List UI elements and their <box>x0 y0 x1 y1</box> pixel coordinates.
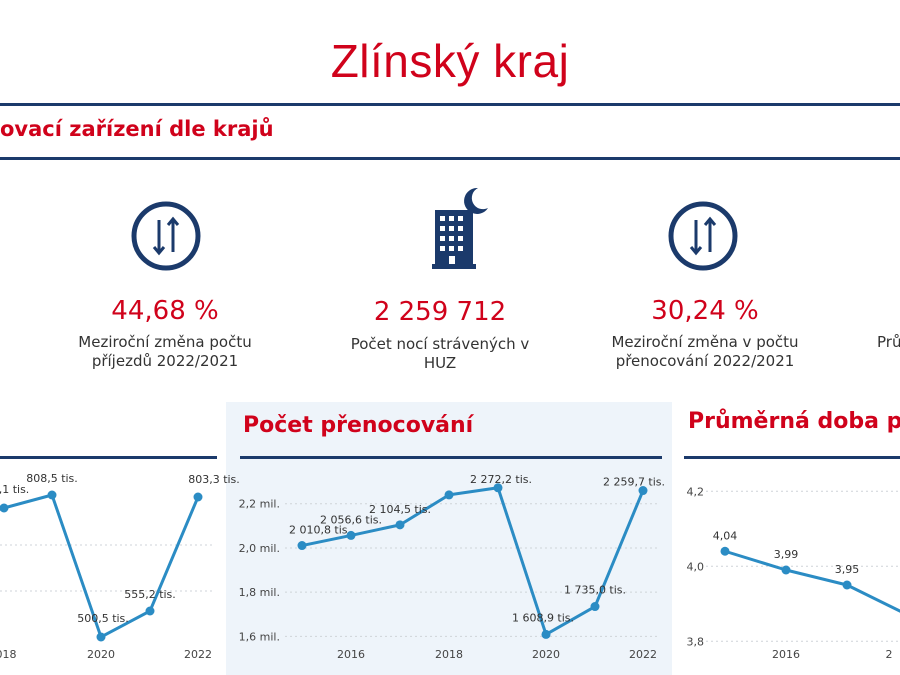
kpi-nights-label: Počet nocí strávených v HUZ <box>350 335 530 372</box>
data-label: 2 272,2 tis. <box>470 473 532 486</box>
kpi-partial-label: Prů <box>877 333 900 351</box>
kpi-arrivals-change-label: Meziroční změna počtu příjezdů 2022/2021 <box>78 333 252 370</box>
data-point <box>444 490 454 500</box>
data-point <box>346 530 356 540</box>
y-tick-label: 2,2 mil. <box>239 498 280 511</box>
data-label: 4,04 <box>713 529 738 542</box>
data-point <box>842 580 852 590</box>
x-tick-label: 2022 <box>184 648 212 661</box>
y-tick-label: 3,8 <box>687 635 705 648</box>
data-point <box>493 483 503 493</box>
data-point <box>541 629 551 639</box>
chart-rule-left <box>0 456 217 459</box>
series-line <box>301 486 645 636</box>
arrows-updown-circle-icon <box>668 201 738 271</box>
data-label: 803,3 tis. <box>188 473 240 486</box>
chart-rule-mid <box>240 456 662 459</box>
data-label: 555,2 tis. <box>124 588 176 601</box>
chart-right: 4,24,03,84,043,993,95320162 <box>687 485 900 661</box>
data-point <box>395 520 405 530</box>
data-point <box>638 486 648 496</box>
x-tick-label: 2020 <box>87 648 115 661</box>
kpi-overnight-change-value: 30,24 % <box>651 296 759 326</box>
data-point <box>47 490 57 500</box>
series-line <box>724 549 900 613</box>
data-point <box>145 606 155 616</box>
kpi-arrivals-change-value: 44,68 % <box>111 296 219 326</box>
section-title: ovací zařízení dle krajů <box>0 117 274 141</box>
data-label: 2 010,8 tis. <box>289 524 351 537</box>
y-tick-label: 2,0 mil. <box>239 542 280 555</box>
chart-panel-mid <box>226 402 672 675</box>
y-tick-label: 4,0 <box>687 560 705 573</box>
data-point <box>0 503 9 513</box>
hotel-moon-icon <box>432 187 488 269</box>
title-divider-top <box>0 103 900 106</box>
chart-rule-right <box>684 456 900 459</box>
data-point <box>590 602 600 612</box>
data-label: 1 608,9 tis. <box>512 611 574 624</box>
y-tick-label: 4,2 <box>687 485 705 498</box>
data-point <box>720 546 730 556</box>
x-tick-label: 2020 <box>532 648 560 661</box>
chart-left: ,1 tis.808,5 tis. 500,5 tis. 555,2 tis. 803… <box>0 472 240 661</box>
x-tick-label: 2018 <box>435 648 463 661</box>
y-tick-label: 1,8 mil. <box>239 586 280 599</box>
data-point <box>297 541 307 551</box>
y-tick-label: 1,6 mil. <box>239 630 280 643</box>
x-tick-label: 2016 <box>337 648 365 661</box>
data-point <box>96 632 106 642</box>
data-label: 2 056,6 tis. <box>320 513 382 526</box>
chart-title-mid: Počet přenocování <box>243 413 474 438</box>
kpi-nights-value: 2 259 712 <box>373 297 507 327</box>
data-label: 500,5 tis. <box>77 612 129 625</box>
arrows-updown-circle-icon <box>131 201 201 271</box>
kpi-overnight-change-label: Meziroční změna v počtu přenocování 2022… <box>611 333 799 370</box>
page-title: Zlínský kraj <box>330 35 570 87</box>
data-label: 3,99 <box>774 548 799 561</box>
data-label: 808,5 tis. <box>26 472 78 485</box>
data-label: 3,95 <box>835 563 860 576</box>
x-tick-label: 2 <box>886 648 893 661</box>
chart-title-right: Průměrná doba p <box>688 409 900 434</box>
x-tick-label: 2016 <box>772 648 800 661</box>
data-label: 1 735,0 tis. <box>564 584 626 597</box>
x-tick-label: 018 <box>0 648 17 661</box>
x-tick-label: 2022 <box>629 648 657 661</box>
chart-mid: 2,2 mil. 2,0 mil. 1,8 mil. 1,6 mil. 2 010,8 … <box>239 473 665 661</box>
title-divider-bottom <box>0 157 900 160</box>
data-label: 2 259,7 tis. <box>603 476 665 489</box>
data-label: ,1 tis. <box>0 483 29 496</box>
data-point <box>781 565 791 575</box>
data-label: 2 104,5 tis. <box>369 503 431 516</box>
data-point <box>193 492 203 502</box>
